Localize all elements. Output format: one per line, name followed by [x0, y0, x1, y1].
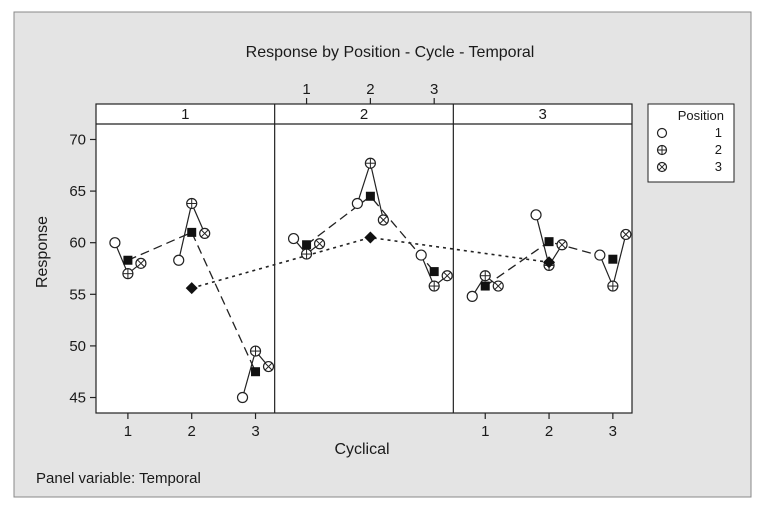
data-point: [262, 360, 275, 373]
cycle-mean-line: [306, 195, 435, 273]
y-tick-label: 65: [69, 183, 86, 200]
plot-layer: 1 2 3 45 50 55 60 65 70 1 2 3 1 2 3 1 2 3: [69, 81, 633, 440]
data-point: [441, 270, 453, 282]
marker-circle: [109, 237, 121, 249]
data-point: [556, 239, 568, 251]
x-tick-label: 3: [430, 81, 438, 98]
data-point: [186, 197, 198, 210]
marker-circle: [287, 232, 300, 245]
marker-circle: [530, 209, 542, 221]
legend-entry-label: 3: [715, 159, 722, 174]
x-tick-label: 1: [481, 423, 489, 440]
marker-stroke: [443, 271, 452, 280]
marker-stroke: [200, 229, 209, 238]
data-point: [300, 248, 313, 260]
data-point: [122, 268, 134, 280]
data-point: [530, 209, 542, 221]
data-point: [479, 270, 491, 282]
cycle-mean-marker: [123, 255, 133, 265]
x-tick-label: 2: [366, 81, 374, 98]
y-axis-label: Response: [34, 216, 51, 288]
data-point: [351, 197, 363, 210]
cycle-mean-marker: [429, 267, 439, 277]
cycle-mean-marker: [302, 240, 312, 250]
legend: Position 1 2 3: [647, 103, 735, 183]
data-point: [466, 290, 478, 302]
x-tick-label: 1: [124, 423, 132, 440]
y-tick-label: 45: [69, 390, 86, 407]
data-point: [364, 157, 376, 169]
cycle-mean-marker: [480, 281, 490, 291]
data-point: [236, 391, 249, 404]
panel-mean-marker: [543, 256, 556, 269]
data-point: [428, 280, 440, 292]
y-tick-label: 60: [69, 235, 86, 252]
cycle-mean-line: [127, 231, 257, 372]
marker-stroke: [264, 362, 273, 371]
panel-mean-marker: [185, 282, 198, 295]
marker-stroke: [379, 216, 388, 224]
data-point: [415, 249, 427, 261]
chart-title: Response by Position - Cycle - Temporal: [246, 44, 535, 61]
x-axis-label: Cyclical: [334, 441, 389, 458]
legend-entry-label: 1: [715, 125, 722, 140]
cycle-mean-marker: [544, 237, 554, 247]
panel-strip-label: 1: [181, 106, 189, 123]
panel-strip-label: 2: [360, 106, 368, 123]
marker-circle: [656, 127, 668, 139]
x-tick-label: 3: [609, 423, 617, 440]
marker-circle: [173, 254, 185, 266]
marker-stroke: [315, 239, 324, 248]
legend-marker: [656, 144, 668, 156]
legend-title: Position: [678, 108, 724, 123]
footer-label: Panel variable: Temporal: [36, 470, 201, 487]
cycle-mean-marker: [608, 254, 618, 264]
data-point: [173, 254, 185, 266]
y-tick-label: 55: [69, 286, 86, 303]
marker-stroke: [558, 240, 566, 249]
panel-mean-marker: [364, 231, 377, 244]
marker-stroke: [137, 259, 145, 268]
x-tick-label: 3: [251, 423, 259, 440]
x-tick-label: 2: [188, 423, 196, 440]
data-point: [594, 249, 606, 261]
marker-stroke: [621, 230, 630, 239]
marker-circle: [351, 197, 363, 210]
data-point: [249, 345, 262, 357]
data-point: [287, 232, 300, 245]
cycle-mean-marker: [251, 367, 261, 377]
marker-stroke: [658, 163, 666, 171]
marker-circle: [594, 249, 606, 261]
plot-area: [95, 103, 633, 414]
marker-circle: [466, 290, 478, 302]
legend-marker: [656, 127, 668, 139]
x-tick-label: 2: [545, 423, 553, 440]
data-point: [313, 238, 326, 250]
marker-stroke: [494, 282, 503, 290]
data-point: [620, 228, 632, 241]
marker-circle: [236, 391, 249, 404]
legend-entry-label: 2: [715, 142, 722, 157]
data-point: [199, 227, 211, 240]
cycle-mean-marker: [365, 191, 375, 201]
panel-strip-label: 3: [538, 106, 546, 123]
cycle-mean-marker: [187, 227, 197, 237]
y-tick-label: 50: [69, 338, 86, 355]
data-point: [109, 237, 121, 249]
y-tick-label: 70: [69, 131, 86, 148]
marker-circle: [415, 249, 427, 261]
data-point: [607, 280, 619, 292]
data-point: [492, 280, 504, 292]
data-point: [135, 257, 147, 269]
x-tick-label: 1: [302, 81, 310, 98]
legend-marker: [656, 161, 668, 173]
data-point: [377, 214, 389, 226]
